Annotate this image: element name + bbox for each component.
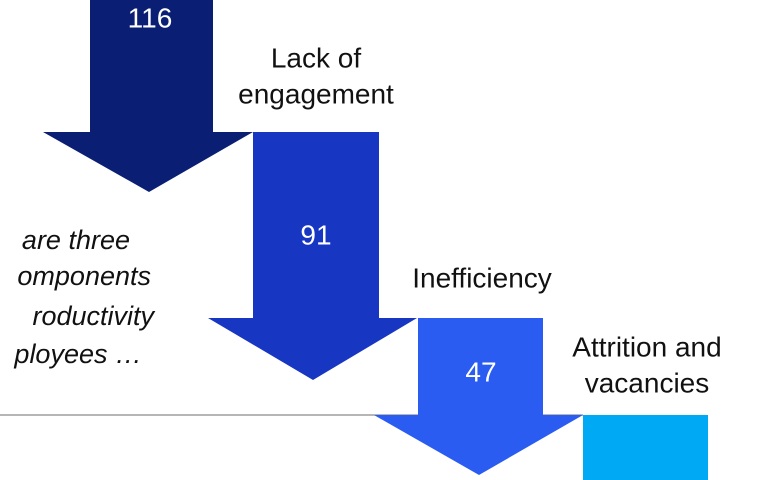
bar [583,415,708,480]
step-value: 91 [300,219,331,250]
step-label: Attrition and [572,331,721,362]
intro-text: are three [22,225,130,255]
step-value: 47 [465,356,496,387]
intro-text: roductivity [32,301,155,331]
arrow [208,132,417,380]
step-label: Inefficiency [412,262,552,293]
step-label: Lack of [271,42,361,73]
arrow [374,318,583,475]
intro-text: omponents [17,261,151,291]
intro-text: ployees … [13,339,142,369]
step-label: engagement [238,78,394,109]
arrow [43,0,253,192]
step-value: 116 [128,2,173,33]
step-label: vacancies [585,367,710,398]
